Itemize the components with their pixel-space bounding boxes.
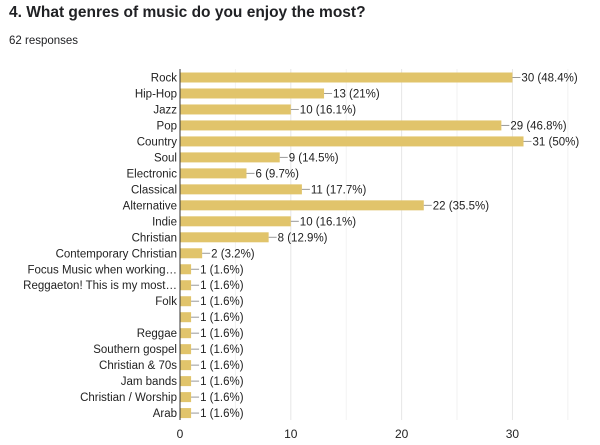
category-label: Focus Music when working… xyxy=(27,264,177,276)
category-label: Reggae xyxy=(137,328,177,340)
data-label: 1 (1.6%) xyxy=(200,312,244,324)
bar xyxy=(180,104,291,115)
category-label: Christian & 70s xyxy=(99,360,177,372)
category-label: Christian / Worship xyxy=(80,392,177,404)
bar xyxy=(180,168,247,179)
data-label: 1 (1.6%) xyxy=(200,344,244,356)
x-tick-label: 10 xyxy=(284,427,298,441)
bar xyxy=(180,232,269,243)
category-label: Pop xyxy=(157,120,177,132)
bar xyxy=(180,328,192,339)
data-label: 22 (35.5%) xyxy=(433,200,489,212)
data-label: 31 (50%) xyxy=(533,136,580,148)
bar xyxy=(180,72,513,83)
category-label: Indie xyxy=(152,216,177,228)
bar xyxy=(180,264,192,275)
data-label: 8 (12.9%) xyxy=(278,232,328,244)
bar xyxy=(180,248,203,259)
bar xyxy=(180,408,192,419)
category-label: Soul xyxy=(154,152,177,164)
category-label: Electronic xyxy=(127,168,178,180)
bar xyxy=(180,136,524,147)
data-label: 6 (9.7%) xyxy=(255,168,299,180)
bar xyxy=(180,200,424,211)
x-tick-label: 0 xyxy=(177,427,184,441)
category-label: Arab xyxy=(153,408,177,420)
data-label: 30 (48.4%) xyxy=(521,73,577,85)
bar xyxy=(180,344,192,355)
category-label: Country xyxy=(137,136,178,148)
category-label: Alternative xyxy=(123,200,177,212)
category-label: Classical xyxy=(131,184,177,196)
bar xyxy=(180,296,192,307)
data-label: 1 (1.6%) xyxy=(200,264,244,276)
data-label: 10 (16.1%) xyxy=(300,216,356,228)
bar xyxy=(180,360,192,371)
data-label: 1 (1.6%) xyxy=(200,328,244,340)
response-count: 62 responses xyxy=(9,35,79,47)
category-label: Reggaeton! This is my most… xyxy=(23,280,177,292)
data-label: 1 (1.6%) xyxy=(200,296,244,308)
data-label: 2 (3.2%) xyxy=(211,248,255,260)
bar xyxy=(180,88,325,99)
bar xyxy=(180,120,502,131)
bar xyxy=(180,280,192,291)
data-label: 1 (1.6%) xyxy=(200,360,244,372)
category-label: Contemporary Christian xyxy=(56,248,177,260)
data-label: 1 (1.6%) xyxy=(200,408,244,420)
bar xyxy=(180,152,280,163)
data-label: 11 (17.7%) xyxy=(311,184,367,196)
category-label: Christian xyxy=(132,232,177,244)
data-label: 1 (1.6%) xyxy=(200,376,244,388)
data-label: 1 (1.6%) xyxy=(200,392,244,404)
category-label: Jazz xyxy=(153,104,177,116)
data-label: 9 (14.5%) xyxy=(289,152,339,164)
x-tick-label: 20 xyxy=(395,427,409,441)
data-label: 29 (46.8%) xyxy=(510,120,566,132)
bar xyxy=(180,392,192,403)
category-label: Southern gospel xyxy=(93,344,177,356)
category-label: Rock xyxy=(151,73,177,85)
bar xyxy=(180,312,192,323)
data-label: 10 (16.1%) xyxy=(300,104,356,116)
category-label: Hip-Hop xyxy=(135,88,177,100)
data-label: 13 (21%) xyxy=(333,88,380,100)
question-title: 4. What genres of music do you enjoy the… xyxy=(9,4,366,21)
data-label: 1 (1.6%) xyxy=(200,280,244,292)
x-tick-label: 30 xyxy=(506,427,520,441)
category-label: Jam bands xyxy=(121,376,178,388)
bar xyxy=(180,216,291,227)
category-label: Folk xyxy=(155,296,177,308)
bar xyxy=(180,184,302,195)
bar xyxy=(180,376,192,387)
